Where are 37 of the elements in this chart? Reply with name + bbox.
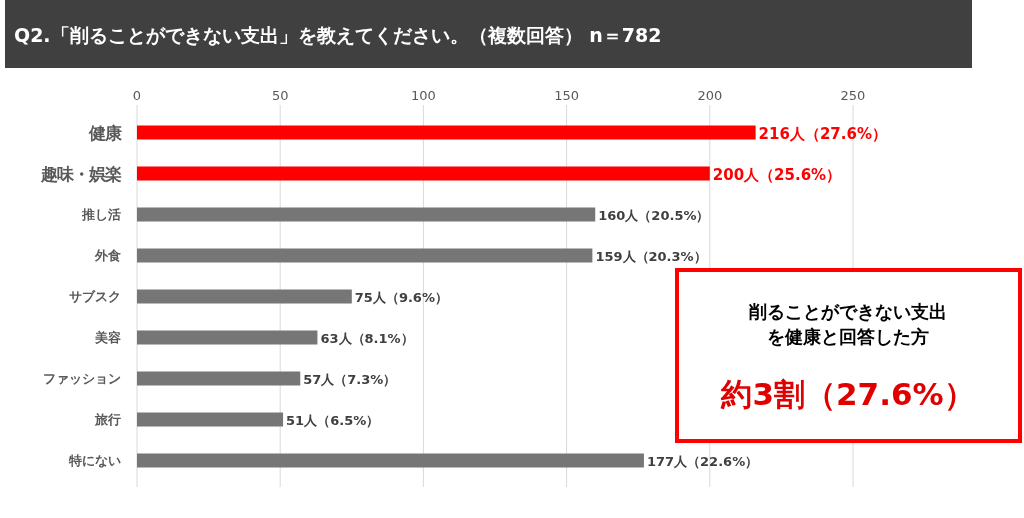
x-tick-label: 50 [271, 88, 289, 103]
bar [137, 248, 593, 263]
bar [137, 166, 710, 181]
bar [137, 412, 284, 427]
y-tick-label: サブスク [69, 289, 121, 304]
annotation: 約3割（27.6%） [720, 376, 975, 412]
data-label: 200人（25.6%） [712, 165, 842, 184]
annotation: を健康と回答した方 [767, 326, 929, 347]
bar [137, 330, 318, 345]
data-label: 51人（6.5%） [286, 412, 380, 428]
y-tick-label: 外食 [94, 248, 121, 263]
data-label: 159人（20.3%） [595, 248, 707, 264]
y-tick-label: 旅行 [94, 412, 121, 427]
y-tick-label: 趣味・娯楽 [40, 163, 122, 184]
x-tick-label: 200 [697, 88, 723, 103]
y-tick-label: ファッション [43, 371, 121, 386]
y-tick-label: 健康 [88, 122, 123, 143]
y-tick-label: 推し活 [81, 207, 121, 222]
bar [137, 453, 644, 468]
y-tick-label: 美容 [94, 330, 121, 345]
bar [137, 289, 352, 304]
y-tick-label: 特にない [68, 453, 121, 468]
data-label: 63人（8.1%） [320, 330, 414, 346]
data-label: 75人（9.6%） [354, 289, 448, 305]
x-tick-label: 250 [840, 88, 866, 103]
x-tick-label: 0 [132, 88, 142, 103]
chart-title: Q2.「削ることができない支出」を教えてください。（複数回答） n＝782 [14, 24, 662, 46]
bar [137, 371, 301, 386]
bar [137, 125, 756, 140]
data-label: 160人（20.5%） [598, 207, 710, 223]
data-label: 57人（7.3%） [303, 371, 397, 387]
annotation: 削ることができない支出 [748, 301, 947, 322]
data-label: 216人（27.6%） [758, 124, 887, 143]
x-tick-label: 100 [410, 88, 436, 103]
data-label: 177人（22.6%） [646, 453, 759, 469]
x-tick-label: 150 [554, 88, 580, 103]
bar [137, 207, 596, 222]
